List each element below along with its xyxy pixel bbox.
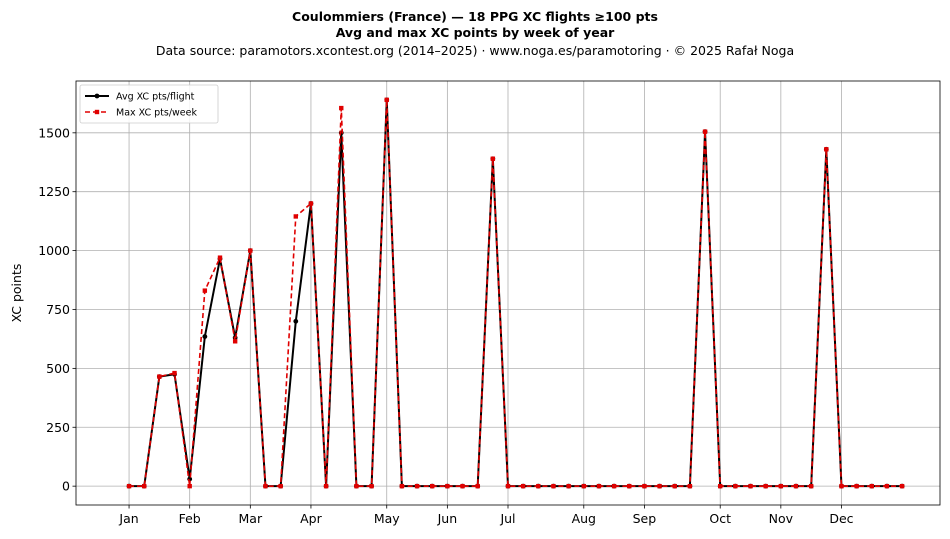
data-point (520, 483, 526, 489)
chart-subtitle: Data source: paramotors.xcontest.org (20… (156, 43, 794, 58)
data-point (414, 483, 420, 489)
data-point (142, 483, 147, 489)
data-point (157, 374, 162, 379)
data-point (293, 214, 298, 219)
data-point (733, 483, 738, 489)
data-point (702, 129, 708, 134)
data-point (490, 156, 496, 161)
series-group (126, 97, 905, 489)
x-tick-label: Aug (572, 511, 596, 526)
data-point (596, 483, 602, 489)
data-point (202, 334, 208, 339)
x-tick-label: Sep (633, 511, 657, 526)
x-tick-label: Jul (499, 511, 515, 526)
x-tick-label: Nov (769, 511, 794, 526)
data-point (672, 483, 677, 489)
data-point (642, 483, 647, 489)
data-point (778, 483, 784, 489)
data-point (536, 483, 541, 489)
data-point (748, 483, 753, 489)
legend: Avg XC pts/flight Max XC pts/week (79, 84, 219, 124)
data-point (399, 483, 405, 489)
data-point (248, 248, 253, 253)
grid (76, 81, 940, 505)
y-tick-label: 750 (46, 302, 70, 317)
legend-marker-max (94, 109, 100, 115)
chart-title-line1: Coulommiers (France) — 18 PPG XC flights… (292, 9, 658, 24)
x-tick-label: Oct (709, 511, 731, 526)
data-point (263, 483, 268, 489)
x-tick-label: May (374, 511, 400, 526)
data-point (611, 483, 617, 489)
y-tick-label: 1500 (38, 125, 70, 140)
x-tick-label: Feb (179, 511, 201, 526)
x-tick-label: Mar (239, 511, 263, 526)
axis-ticks: 0 250 500 750 1000 1250 1500 Jan Feb Mar Apr May Jun… (38, 125, 854, 526)
y-tick-label: 1000 (38, 243, 70, 258)
data-point (445, 483, 450, 489)
series-avg (126, 97, 905, 489)
y-tick-label: 250 (46, 420, 70, 435)
legend-marker-avg (94, 93, 100, 99)
y-axis-label: XC points (9, 264, 24, 323)
data-point (884, 483, 890, 489)
x-tick-label: Apr (300, 511, 322, 526)
data-point (824, 147, 829, 152)
data-point (854, 483, 859, 489)
data-point (430, 483, 435, 489)
data-point (475, 483, 480, 489)
data-point (718, 483, 723, 489)
data-point (369, 483, 374, 489)
data-point (278, 483, 283, 489)
data-point (354, 483, 359, 489)
y-tick-label: 1250 (38, 184, 70, 199)
data-point (566, 483, 571, 489)
data-point (839, 483, 844, 489)
data-point (687, 483, 693, 489)
data-point (323, 483, 329, 489)
data-point (232, 339, 238, 344)
data-point (657, 483, 662, 489)
data-point (763, 483, 768, 489)
data-point (869, 483, 874, 489)
data-point (505, 483, 511, 489)
legend-box (79, 84, 219, 124)
data-point (460, 483, 465, 489)
x-tick-label: Jan (118, 511, 138, 526)
data-point (339, 105, 344, 111)
data-point (172, 370, 177, 376)
data-point (551, 483, 556, 489)
y-tick-label: 500 (46, 361, 70, 376)
data-point (899, 483, 905, 489)
series-line (129, 98, 903, 488)
series-line (129, 99, 903, 487)
data-point (126, 483, 132, 489)
data-point (202, 288, 208, 293)
x-tick-label: Dec (829, 511, 853, 526)
chart-title-line2: Avg and max XC points by week of year (336, 25, 615, 40)
legend-label-avg: Avg XC pts/flight (116, 92, 195, 103)
y-tick-label: 0 (62, 479, 70, 494)
data-point (793, 483, 799, 489)
series-max (126, 97, 905, 489)
data-point (308, 201, 314, 206)
data-point (384, 97, 389, 103)
data-point (627, 483, 632, 489)
data-point (293, 318, 299, 324)
data-point (217, 255, 223, 260)
data-point (187, 483, 192, 489)
data-point (581, 483, 586, 489)
x-tick-label: Jun (437, 511, 458, 526)
legend-label-max: Max XC pts/week (116, 108, 197, 119)
data-point (808, 483, 814, 489)
